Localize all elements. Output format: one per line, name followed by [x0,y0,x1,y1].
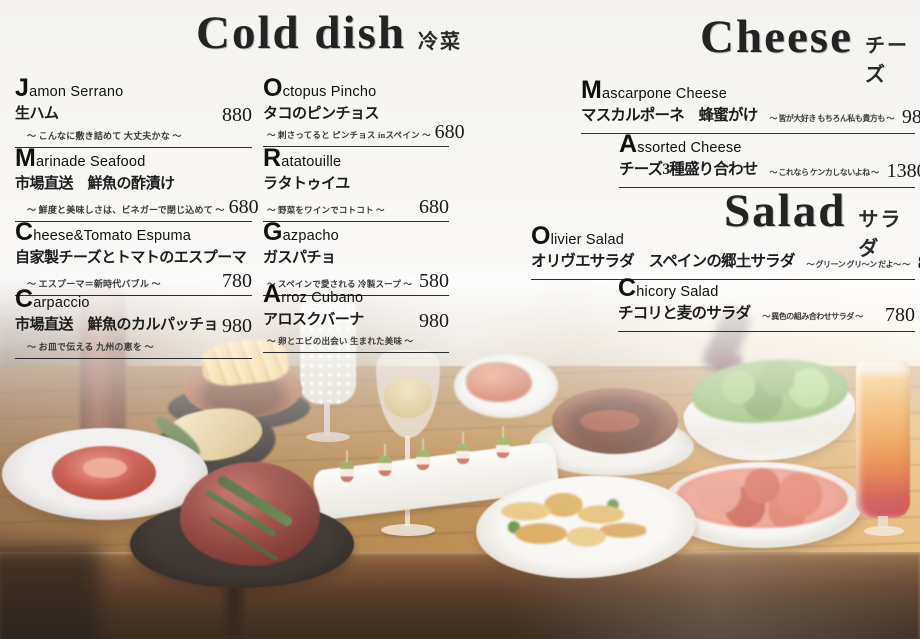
menu-item-arroz-cubano: Arroz Cubano アロスクバーナ 980 ～ 卵とエビの出会い 生まれた美… [263,280,449,353]
item-name-en: Arroz Cubano [263,280,364,308]
item-price: 780 [222,270,252,292]
item-note: ～ これなら ケンカしないよね ～ [769,168,879,177]
item-price: 680 [434,121,465,143]
menu-item-gazpacho: Gazpacho ガスパチョ ～ スペインで愛される 冷製スープ ～ 580 [263,218,449,296]
item-name-en: Chicory Salad [618,274,719,302]
item-name-en: Cheese&Tomato Espuma [15,218,192,246]
item-price: 980 [222,315,253,337]
section-header-salad: Salad サラダ [724,188,920,261]
item-name-jp: 市場直送 鮮魚の酢漬け [15,176,175,192]
item-note: ～ スペインで愛される 冷製スープ ～ [267,279,413,289]
item-price: 780 [885,304,915,326]
section-header-cold-dish: Cold dish 冷菜 [196,10,462,57]
menu-item-cheese-tomato-espuma: Cheese&Tomato Espuma 自家製チーズとトマトのエスプーマ ～ … [15,218,252,296]
item-name-jp: 生ハム [15,106,59,122]
section-header-cheese: Cheese チーズ [700,14,920,87]
menu-item-mascarpone-cheese: Mascarpone Cheese マスカルポーネ 蜂蜜がけ ～ 皆が大好き もち… [581,76,920,134]
item-name-en: Carpaccio [15,285,90,313]
item-note: ～ 卵とエビの出会い 生まれた美味 ～ [267,336,414,346]
cold-dish-column-2: Octopus Pincho タコのピンチョス ～ 刺さってると ピンチョス i… [263,0,465,639]
item-price: 580 [419,270,449,292]
salad-title: Salad [724,185,847,237]
item-note: ～ お皿で伝える 九州の恵を ～ [27,342,154,352]
item-name-en: Octopus Pincho [263,74,377,102]
menu-item-ratatouille: Ratatouille ラタトゥイユ ～ 野菜をワインでコトコト ～ 680 [263,144,449,222]
item-note: ～ 鮮度と美味しさは、ビネガーで閉じ込めて ～ [27,205,225,215]
item-price: 680 [419,196,449,218]
cold-dish-title: Cold dish [196,7,407,59]
menu-item-chicory-salad: Chicory Salad チコリと麦のサラダ ～ 異色の組み合わせサラダ ～ 78… [618,274,915,332]
item-price: 880 [918,252,920,274]
item-name-jp: タコのピンチョス [263,106,380,122]
menu-item-jamon-serrano: Jamon Serrano 生ハム 880 ～ こんなに敷き詰めて 大丈夫かな ～ [15,74,252,148]
item-name-jp: 自家製チーズとトマトのエスプーマ [15,250,247,266]
item-name-en: Mascarpone Cheese [581,76,727,104]
item-price: 880 [222,104,252,126]
item-note: ～ エスプーマ＝新時代バブル ～ [27,279,161,289]
menu-item-olivier-salad: Olivier Salad オリヴエサラダ スペインの郷土サラダ ～ グリーン グ… [531,222,920,280]
item-note: ～ グリーン グリ～ン だよ～ ～ [806,260,911,269]
menu-item-carpaccio: Carpaccio 市場直送 鮮魚のカルパッチョ 980 ～ お皿で伝える 九州の… [15,285,253,359]
item-note: ～ 刺さってると ピンチョス inスペイン ～ [267,130,431,140]
item-name-en: Jamon Serrano [15,74,124,102]
item-note: ～ 野菜をワインでコトコト ～ [267,205,385,215]
item-name-en: Marinade Seafood [15,144,146,172]
item-name-jp: アロスクバーナ [263,312,364,328]
item-name-jp: 市場直送 鮮魚のカルパッチョ [15,317,219,333]
item-name-jp: ラタトゥイユ [263,176,350,192]
white-haze-overlay [0,260,920,639]
item-note: ～ 皆が大好き もちろん私も貴方も ～ [769,114,894,123]
food-photo [0,260,920,639]
item-price: 680 [228,196,259,218]
item-name-en: Olivier Salad [531,222,624,250]
cold-dish-title-jp: 冷菜 [418,31,463,53]
item-price: 980 [901,106,920,128]
item-name-jp: マスカルポーネ 蜂蜜がけ [581,107,758,124]
item-note: ～ 異色の組み合わせサラダ ～ [762,312,863,321]
item-price: 1380 [886,160,920,182]
item-price: 980 [419,310,449,332]
menu-item-assorted-cheese: Assorted Cheese チーズ3種盛り合わせ ～ これなら ケンカしないよ… [619,130,920,188]
cheese-title: Cheese [700,11,853,63]
item-name-en: Ratatouille [263,144,342,172]
item-note: ～ こんなに敷き詰めて 大丈夫かな ～ [27,131,182,141]
item-name-jp: ガスパチョ [263,250,336,266]
cold-dish-column-1: Jamon Serrano 生ハム 880 ～ こんなに敷き詰めて 大丈夫かな ～… [15,0,259,639]
item-name-jp: オリヴエサラダ スペインの郷土サラダ [531,253,795,270]
cheese-title-jp: チーズ [864,35,909,86]
salad-title-jp: サラダ [858,209,903,260]
menu-item-marinade-seafood: Marinade Seafood 市場直送 鮮魚の酢漬け ～ 鮮度と美味しさは、… [15,144,259,222]
item-name-jp: チーズ3種盛り合わせ [619,161,758,178]
item-name-en: Assorted Cheese [619,130,742,158]
menu-item-octopus-pincho: Octopus Pincho タコのピンチョス ～ 刺さってると ピンチョス i… [263,74,465,147]
item-name-jp: チコリと麦のサラダ [618,305,751,322]
item-name-en: Gazpacho [263,218,339,246]
